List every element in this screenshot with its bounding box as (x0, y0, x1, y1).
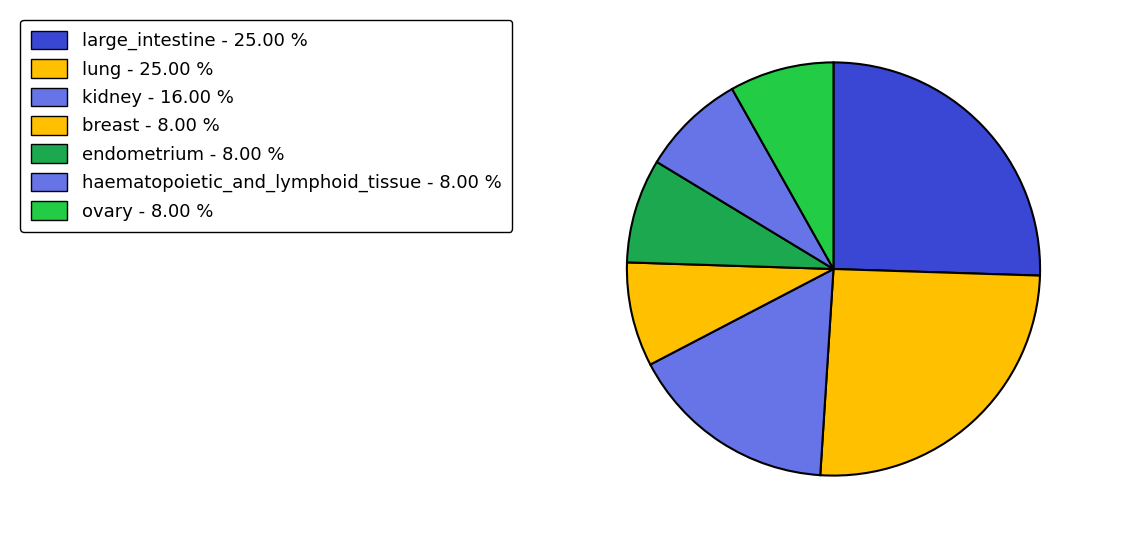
Wedge shape (627, 162, 833, 269)
Wedge shape (733, 62, 833, 269)
Legend: large_intestine - 25.00 %, lung - 25.00 %, kidney - 16.00 %, breast - 8.00 %, en: large_intestine - 25.00 %, lung - 25.00 … (20, 20, 513, 231)
Wedge shape (650, 269, 833, 475)
Wedge shape (820, 269, 1040, 476)
Wedge shape (833, 62, 1040, 275)
Wedge shape (657, 89, 833, 269)
Wedge shape (627, 263, 833, 365)
